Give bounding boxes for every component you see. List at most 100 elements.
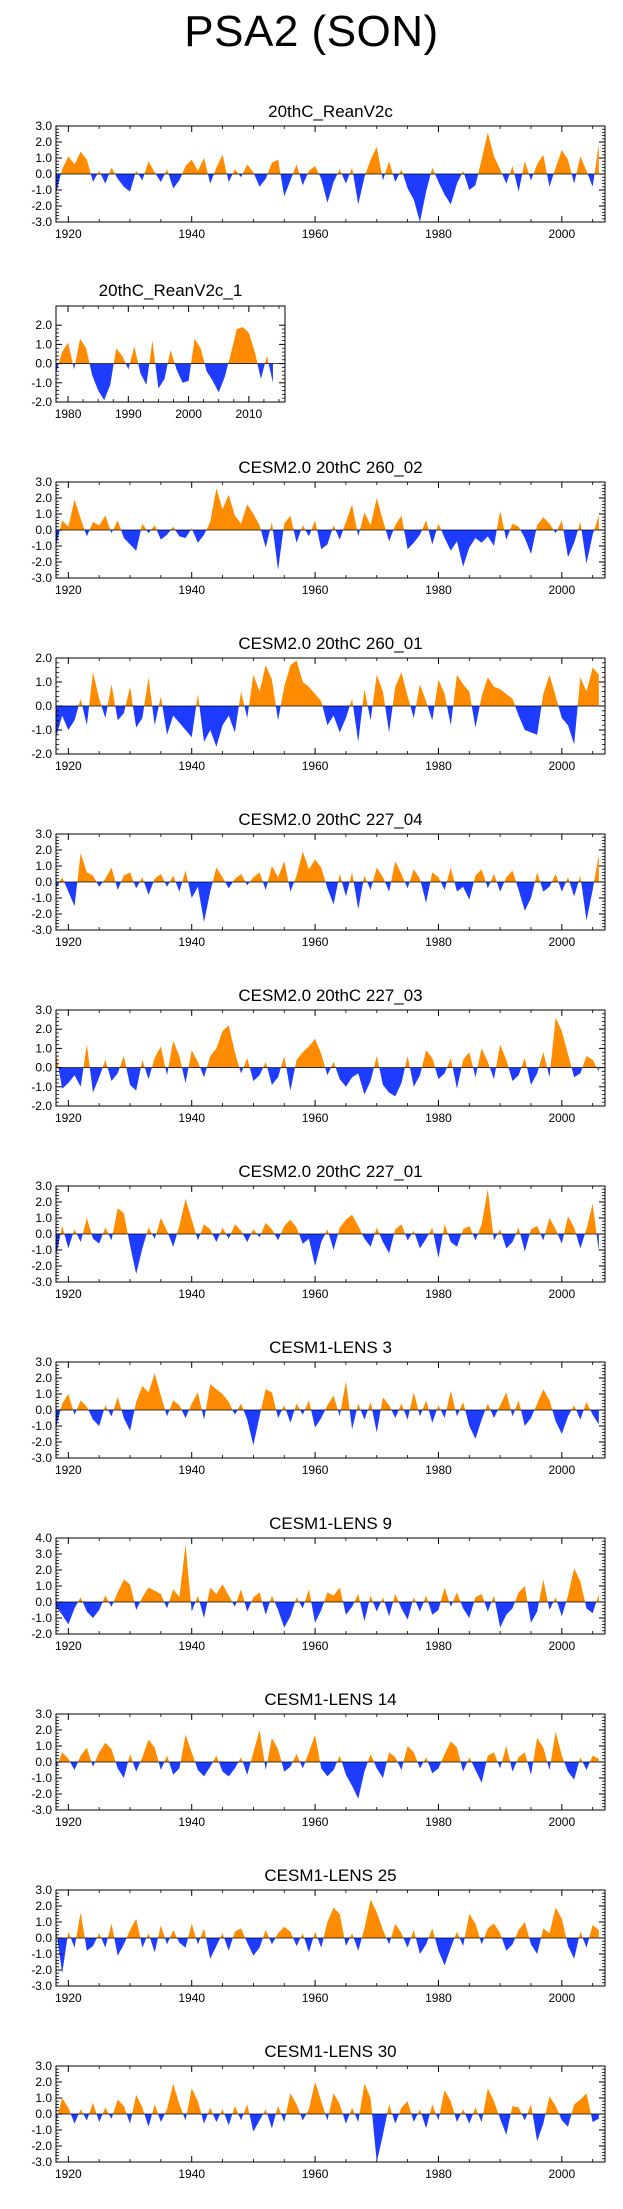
y-tick-label: 2.0	[35, 1563, 52, 1577]
y-tick-label: 3.0	[35, 1707, 52, 1721]
chart-title: CESM1-LENS 9	[269, 1514, 392, 1533]
positive-area	[60, 1373, 591, 1410]
y-tick-label: 0.0	[35, 1595, 52, 1609]
x-tick-label: 2000	[548, 1463, 575, 1477]
y-tick-label: -2.0	[31, 555, 52, 569]
y-tick-label: -2.0	[31, 395, 52, 409]
y-tick-label: -2.0	[31, 1963, 52, 1977]
chart-title: CESM1-LENS 3	[269, 1338, 392, 1357]
x-tick-label: 1980	[425, 2167, 452, 2181]
plot-frame	[55, 1537, 606, 1635]
y-tick-label: -3.0	[31, 2155, 52, 2169]
y-tick-label: -2.0	[31, 199, 52, 213]
y-tick-label: 3.0	[35, 119, 52, 133]
negative-area	[56, 1602, 597, 1628]
y-tick-label: -3.0	[31, 215, 52, 229]
x-tick-label: 1990	[115, 407, 142, 421]
y-tick-label: 3.0	[35, 827, 52, 841]
x-tick-label: 2000	[548, 1111, 575, 1125]
y-tick-label: 1.0	[35, 507, 52, 521]
chart-title: CESM2.0 20thC 227_04	[238, 810, 422, 829]
positive-area	[56, 1899, 599, 1938]
x-tick-label: 1920	[55, 759, 82, 773]
x-tick-label: 1960	[302, 2167, 329, 2181]
y-tick-label: -1.0	[31, 723, 52, 737]
negative-area	[56, 1410, 599, 1446]
x-tick-label: 1940	[178, 935, 205, 949]
x-tick-label: 1980	[425, 1463, 452, 1477]
y-tick-label: 1.0	[35, 2091, 52, 2105]
chart-20thc-reanv2c-1: 20thC_ReanV2c_1 -2.0 -1.0 0.0 1.0 2.0 1980 1990…	[31, 281, 286, 421]
x-tick-label: 1920	[55, 1463, 82, 1477]
y-tick-label: 1.0	[35, 1041, 52, 1055]
y-tick-label: 2.0	[35, 1899, 52, 1913]
y-tick-label: -3.0	[31, 1979, 52, 1993]
x-tick-label: 1940	[178, 1463, 205, 1477]
y-tick-label: -2.0	[31, 1099, 52, 1113]
y-tick-label: 0.0	[35, 1061, 52, 1075]
plot-frame	[55, 305, 286, 403]
y-tick-label: -3.0	[31, 1451, 52, 1465]
negative-area	[56, 363, 273, 401]
y-tick-label: -2.0	[31, 907, 52, 921]
x-tick-label: 1920	[55, 1991, 82, 2005]
y-tick-label: 0.0	[35, 1755, 52, 1769]
y-tick-label: -1.0	[31, 183, 52, 197]
x-tick-label: 1940	[178, 1991, 205, 2005]
y-tick-label: -1.0	[31, 376, 52, 390]
negative-area	[56, 882, 595, 922]
y-tick-label: 3.0	[35, 1547, 52, 1561]
x-tick-label: 2000	[548, 1815, 575, 1829]
y-tick-label: 1.0	[35, 151, 52, 165]
chart-title: CESM2.0 20thC 260_01	[238, 634, 422, 653]
x-tick-label: 1960	[302, 583, 329, 597]
x-tick-label: 1920	[55, 1639, 82, 1653]
x-tick-label: 1920	[55, 1287, 82, 1301]
y-tick-label: -2.0	[31, 1259, 52, 1273]
negative-area	[56, 530, 595, 570]
chart-cesm2-0-20thc-260-02: CESM2.0 20thC 260_02 -3.0 -2.0 -1.0 0.0 1.0 2.…	[31, 458, 606, 597]
x-tick-label: 1980	[425, 1111, 452, 1125]
y-tick-label: 2.0	[35, 135, 52, 149]
positive-area	[60, 132, 599, 174]
y-tick-label: 2.0	[35, 2075, 52, 2089]
positive-area	[60, 1189, 597, 1234]
chart-title: CESM2.0 20thC 227_03	[238, 986, 422, 1005]
x-tick-label: 1940	[178, 1111, 205, 1125]
y-tick-label: -1.0	[31, 2123, 52, 2137]
y-tick-label: 2.0	[35, 1723, 52, 1737]
y-tick-label: -1.0	[31, 1611, 52, 1625]
y-tick-label: 0.0	[35, 523, 52, 537]
negative-area	[56, 2114, 599, 2162]
y-tick-label: 1.0	[35, 1915, 52, 1929]
x-tick-label: 1960	[302, 1815, 329, 1829]
y-tick-label: 2.0	[35, 651, 52, 665]
x-tick-label: 1940	[178, 583, 205, 597]
x-tick-label: 1980	[55, 407, 82, 421]
positive-area	[56, 1017, 597, 1068]
y-tick-label: 3.0	[35, 1355, 52, 1369]
y-tick-label: 0.0	[35, 357, 52, 371]
x-tick-label: 1980	[425, 1639, 452, 1653]
y-tick-label: -2.0	[31, 747, 52, 761]
chart-title: CESM1-LENS 25	[264, 1866, 396, 1885]
y-tick-label: -1.0	[31, 1080, 52, 1094]
chart-cesm2-0-20thc-227-04: CESM2.0 20thC 227_04 -3.0 -2.0 -1.0 0.0 1.0 2.…	[31, 810, 606, 949]
x-tick-label: 1920	[55, 227, 82, 241]
y-tick-label: -1.0	[31, 891, 52, 905]
x-tick-label: 2000	[175, 407, 202, 421]
chart-title: CESM2.0 20thC 227_01	[238, 1162, 422, 1181]
x-tick-label: 1920	[55, 935, 82, 949]
chart-cesm2-0-20thc-227-03: CESM2.0 20thC 227_03 -2.0 -1.0 0.0 1.0 2.0 3.0…	[31, 986, 606, 1125]
x-tick-label: 1980	[425, 1287, 452, 1301]
y-tick-label: 1.0	[35, 1579, 52, 1593]
x-tick-label: 1940	[178, 2167, 205, 2181]
x-tick-label: 1920	[55, 2167, 82, 2181]
y-tick-label: -1.0	[31, 1419, 52, 1433]
chart-cesm2-0-20thc-260-01: CESM2.0 20thC 260_01 -2.0 -1.0 0.0 1.0 2.0 192…	[31, 634, 606, 773]
x-tick-label: 2000	[548, 1991, 575, 2005]
y-tick-label: 2.0	[35, 843, 52, 857]
y-tick-label: -1.0	[31, 1947, 52, 1961]
y-tick-label: 3.0	[35, 475, 52, 489]
